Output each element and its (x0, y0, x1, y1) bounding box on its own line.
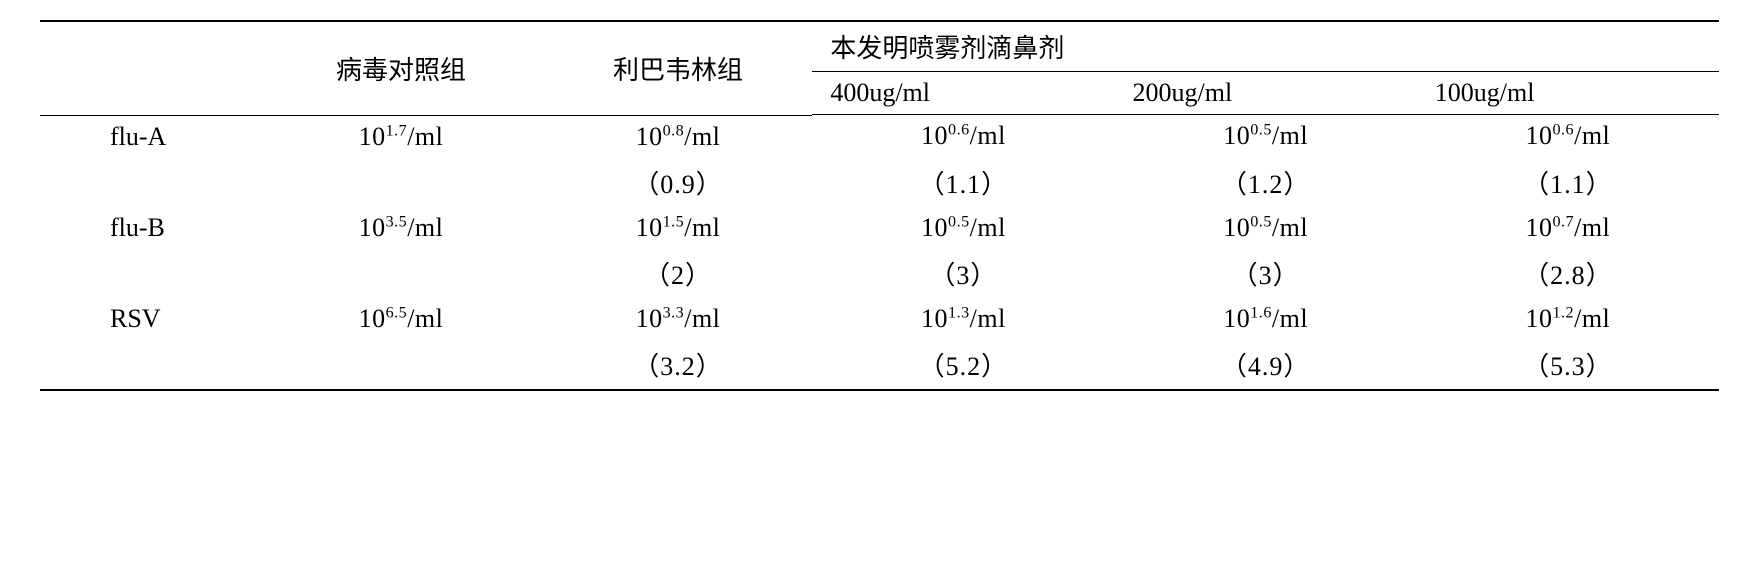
rsv-d400-p: （5.2） (812, 340, 1114, 390)
header-dose-100: 100ug/ml (1417, 72, 1719, 115)
header-blank (40, 21, 258, 115)
blank-cell (40, 340, 258, 390)
val-suffix: /ml (1272, 213, 1308, 242)
val-base: 10 (1525, 304, 1552, 333)
val-suffix: /ml (970, 304, 1006, 333)
blank-cell (258, 249, 543, 298)
fluA-d100: 100.6/ml (1417, 115, 1719, 158)
fluB-riba-p: （2） (544, 249, 813, 298)
val-base: 10 (1223, 304, 1250, 333)
val-exp: 0.5 (948, 213, 970, 230)
val-exp: 0.7 (1552, 213, 1574, 230)
row-fluB-paren: （2） （3） （3） （2.8） (40, 249, 1719, 298)
fluB-d100-p: （2.8） (1417, 249, 1719, 298)
val-suffix: /ml (1272, 304, 1308, 333)
blank-cell (258, 158, 543, 207)
header-spray-title: 本发明喷雾剂滴鼻剂 (812, 21, 1719, 72)
fluA-d200: 100.5/ml (1115, 115, 1417, 158)
val-base: 10 (359, 304, 386, 333)
val-exp: 3.3 (663, 304, 685, 321)
header-row-1: 病毒对照组 利巴韦林组 本发明喷雾剂滴鼻剂 (40, 21, 1719, 72)
val-suffix: /ml (684, 122, 720, 151)
row-label-rsv: RSV (40, 298, 258, 340)
val-suffix: /ml (1574, 304, 1610, 333)
fluB-virus: 103.5/ml (258, 207, 543, 249)
fluA-riba: 100.8/ml (544, 115, 813, 158)
rsv-d200-p: （4.9） (1115, 340, 1417, 390)
blank-cell (258, 340, 543, 390)
rsv-d400: 101.3/ml (812, 298, 1114, 340)
blank-cell (40, 249, 258, 298)
row-label-fluA: flu-A (40, 115, 258, 158)
row-fluA-paren: （0.9） （1.1） （1.2） （1.1） (40, 158, 1719, 207)
val-suffix: /ml (407, 304, 443, 333)
fluB-d200: 100.5/ml (1115, 207, 1417, 249)
fluA-d200-p: （1.2） (1115, 158, 1417, 207)
header-ribavirin: 利巴韦林组 (544, 21, 813, 115)
rsv-d200: 101.6/ml (1115, 298, 1417, 340)
val-base: 10 (921, 213, 948, 242)
val-exp: 1.3 (948, 304, 970, 321)
fluA-d400: 100.6/ml (812, 115, 1114, 158)
val-suffix: /ml (684, 304, 720, 333)
val-exp: 1.2 (1552, 304, 1574, 321)
val-base: 10 (359, 122, 386, 151)
val-base: 10 (1525, 121, 1552, 150)
rsv-virus: 106.5/ml (258, 298, 543, 340)
val-base: 10 (1223, 213, 1250, 242)
fluB-d200-p: （3） (1115, 249, 1417, 298)
fluB-d400-p: （3） (812, 249, 1114, 298)
row-fluA-values: flu-A 101.7/ml 100.8/ml 100.6/ml 100.5/m… (40, 115, 1719, 158)
val-base: 10 (636, 122, 663, 151)
fluA-d400-p: （1.1） (812, 158, 1114, 207)
val-base: 10 (921, 121, 948, 150)
val-suffix: /ml (970, 121, 1006, 150)
val-exp: 1.5 (663, 213, 685, 230)
val-exp: 6.5 (386, 304, 408, 321)
val-exp: 3.5 (386, 213, 408, 230)
fluB-d400: 100.5/ml (812, 207, 1114, 249)
rsv-d100-p: （5.3） (1417, 340, 1719, 390)
val-base: 10 (359, 213, 386, 242)
val-exp: 0.6 (1552, 122, 1574, 139)
row-fluB-values: flu-B 103.5/ml 101.5/ml 100.5/ml 100.5/m… (40, 207, 1719, 249)
antiviral-table: 病毒对照组 利巴韦林组 本发明喷雾剂滴鼻剂 400ug/ml 200ug/ml … (40, 20, 1719, 391)
val-suffix: /ml (1574, 213, 1610, 242)
val-base: 10 (921, 304, 948, 333)
val-exp: 0.5 (1250, 213, 1272, 230)
rsv-d100: 101.2/ml (1417, 298, 1719, 340)
header-dose-200: 200ug/ml (1115, 72, 1417, 115)
row-rsv-paren: （3.2） （5.2） （4.9） （5.3） (40, 340, 1719, 390)
fluA-virus: 101.7/ml (258, 115, 543, 158)
val-exp: 1.6 (1250, 304, 1272, 321)
val-exp: 1.7 (386, 122, 408, 139)
blank-cell (40, 158, 258, 207)
val-base: 10 (1525, 213, 1552, 242)
val-suffix: /ml (1574, 121, 1610, 150)
fluA-d100-p: （1.1） (1417, 158, 1719, 207)
fluB-d100: 100.7/ml (1417, 207, 1719, 249)
val-base: 10 (636, 213, 663, 242)
header-virus-control: 病毒对照组 (258, 21, 543, 115)
row-label-fluB: flu-B (40, 207, 258, 249)
val-suffix: /ml (407, 122, 443, 151)
val-suffix: /ml (684, 213, 720, 242)
val-exp: 0.6 (948, 122, 970, 139)
row-rsv-values: RSV 106.5/ml 103.3/ml 101.3/ml 101.6/ml … (40, 298, 1719, 340)
val-base: 10 (636, 304, 663, 333)
fluB-riba: 101.5/ml (544, 207, 813, 249)
val-exp: 0.8 (663, 122, 685, 139)
val-exp: 0.5 (1250, 122, 1272, 139)
rsv-riba-p: （3.2） (544, 340, 813, 390)
val-suffix: /ml (407, 213, 443, 242)
rsv-riba: 103.3/ml (544, 298, 813, 340)
val-suffix: /ml (970, 213, 1006, 242)
val-suffix: /ml (1272, 121, 1308, 150)
fluA-riba-p: （0.9） (544, 158, 813, 207)
header-dose-400: 400ug/ml (812, 72, 1114, 115)
val-base: 10 (1223, 121, 1250, 150)
